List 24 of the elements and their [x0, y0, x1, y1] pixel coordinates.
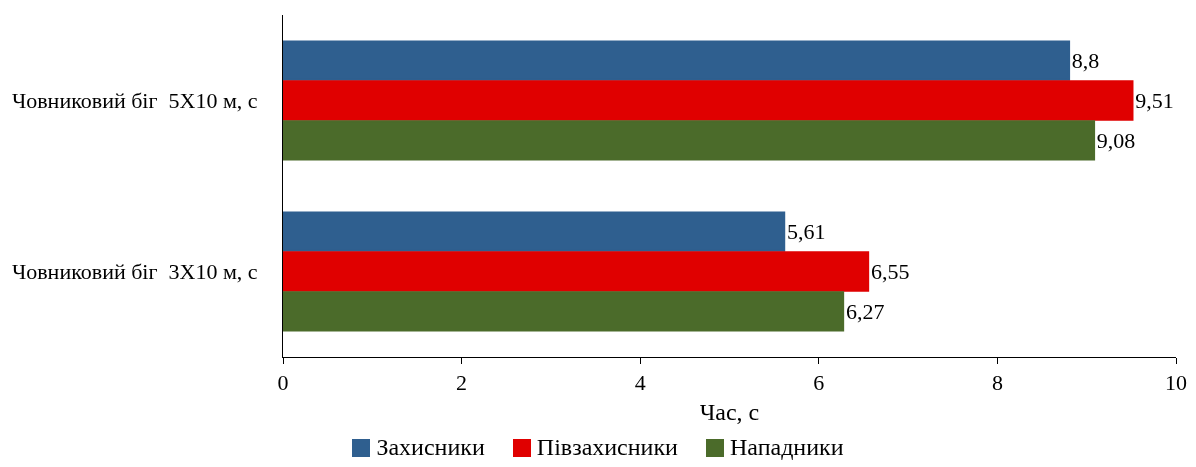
bar [283, 120, 1096, 161]
bar [283, 211, 786, 252]
bar [283, 291, 845, 332]
data-label: 5,61 [786, 219, 826, 245]
data-label: 9,51 [1135, 88, 1174, 113]
legend-label: Захисники [376, 434, 485, 461]
bar [283, 80, 1134, 121]
x-tick-label: 8 [991, 370, 1003, 396]
legend-label: Півзахисники [536, 434, 678, 461]
data-label: 9,08 [1096, 127, 1136, 153]
data-label: 6,27 [845, 298, 885, 324]
y-tick-label: Човниковий біг 5Х10 м, с [11, 88, 258, 114]
x-axis-title: Час, с [699, 398, 760, 425]
legend-label: Нападники [729, 434, 844, 461]
bar [283, 40, 1071, 81]
x-tick-label: 0 [277, 370, 289, 396]
x-tick-label: 4 [634, 370, 646, 396]
x-tick-label: 6 [813, 370, 825, 396]
x-tick-label: 10 [1165, 370, 1187, 396]
y-tick-label: Човниковий біг 3Х10 м, с [11, 259, 258, 285]
data-label: 8,8 [1071, 48, 1100, 74]
data-label: 6,55 [870, 259, 910, 284]
bar [283, 251, 870, 292]
x-tick-label: 2 [456, 370, 468, 396]
